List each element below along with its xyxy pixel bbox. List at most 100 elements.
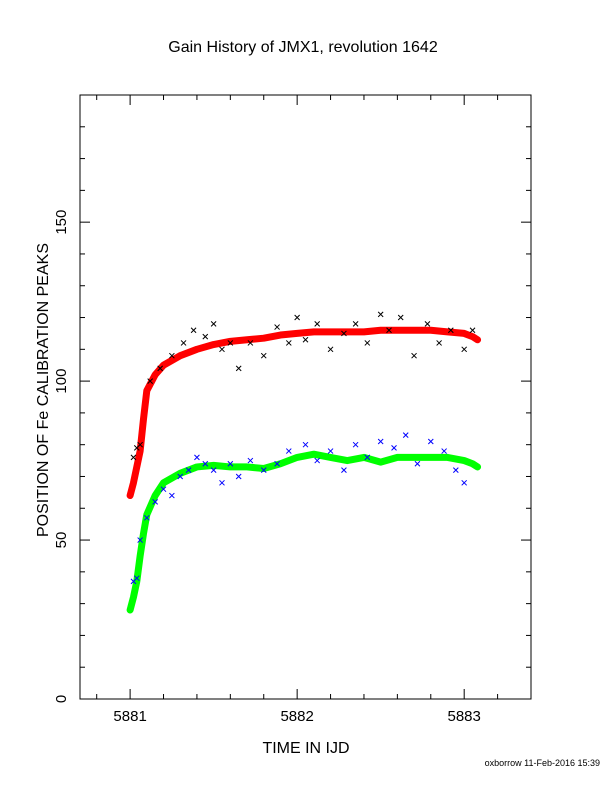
x-tick-label-5882: 5882 xyxy=(280,708,313,725)
data-point-blue xyxy=(352,441,359,448)
data-point-blue xyxy=(314,457,321,464)
data-point-green xyxy=(152,493,158,499)
data-point-black xyxy=(147,378,154,384)
data-point-blue xyxy=(260,467,267,473)
data-point-green xyxy=(177,470,183,476)
data-point-red xyxy=(294,330,300,336)
data-point-black xyxy=(190,327,197,334)
data-point-green xyxy=(137,553,143,559)
data-point-red xyxy=(261,335,267,341)
series-red-fit xyxy=(126,326,482,500)
data-point-green xyxy=(294,454,300,460)
data-point-black xyxy=(341,330,347,337)
data-point-green xyxy=(194,464,200,470)
y-tick-label-50: 50 xyxy=(53,532,70,549)
data-point-blue xyxy=(274,460,280,467)
series-black-measurements xyxy=(130,311,476,461)
data-series xyxy=(126,311,482,614)
data-point-blue xyxy=(194,454,200,461)
data-point-black xyxy=(235,365,242,372)
data-point-black xyxy=(352,321,359,327)
data-point-black xyxy=(377,311,384,318)
data-point-black xyxy=(260,352,267,359)
x-axis-label: TIME IN IJD xyxy=(262,740,349,757)
data-point-green xyxy=(130,594,136,600)
data-point-green xyxy=(475,464,481,470)
data-point-red xyxy=(177,353,183,359)
data-point-green xyxy=(444,454,450,460)
y-tick-label-0: 0 xyxy=(53,695,70,703)
data-point-blue xyxy=(152,499,159,505)
data-point-blue xyxy=(302,441,309,448)
data-point-red xyxy=(130,480,136,486)
data-point-blue xyxy=(391,445,397,451)
y-axis-label: POSITION OF Fe CALIBRATION PEAKS xyxy=(35,243,52,537)
data-point-blue xyxy=(210,467,217,473)
data-point-green xyxy=(344,458,350,464)
data-point-black xyxy=(397,314,404,321)
data-point-green xyxy=(470,461,476,467)
data-point-blue xyxy=(414,460,421,467)
data-point-blue xyxy=(364,454,371,461)
data-point-black xyxy=(364,340,371,346)
data-point-blue xyxy=(441,448,447,454)
data-point-red xyxy=(394,327,400,333)
chart-title: Gain History of JMX1, revolution 1642 xyxy=(168,39,438,56)
data-point-green xyxy=(140,531,146,537)
data-point-blue xyxy=(235,473,242,480)
data-point-black xyxy=(327,346,334,353)
data-point-green xyxy=(277,461,283,467)
data-point-green xyxy=(227,464,233,470)
data-point-red xyxy=(211,342,217,348)
data-point-red xyxy=(127,493,133,499)
data-point-blue xyxy=(185,467,192,473)
data-point-green xyxy=(134,578,140,584)
fit-curve-green xyxy=(126,450,482,614)
data-point-blue xyxy=(133,575,140,582)
data-point-blue xyxy=(227,460,234,467)
data-point-red xyxy=(461,330,467,336)
data-point-black xyxy=(411,352,417,359)
data-point-black xyxy=(202,333,209,340)
x-tick-label-5883: 5883 xyxy=(447,708,480,725)
data-point-green xyxy=(127,607,133,613)
data-point-blue xyxy=(247,457,254,464)
axis-ticks xyxy=(80,95,531,699)
data-point-green xyxy=(378,459,384,465)
data-point-blue xyxy=(219,479,225,486)
data-point-blue xyxy=(285,448,292,454)
data-point-blue xyxy=(327,448,334,454)
footer-credit: oxborrow 11-Feb-2016 15:39 xyxy=(485,758,600,768)
data-point-black xyxy=(169,352,175,359)
series-blue-measurements xyxy=(130,432,468,585)
fit-curve-red xyxy=(126,326,482,500)
data-point-red xyxy=(137,448,143,454)
data-point-black xyxy=(274,324,280,330)
y-tick-label-100: 100 xyxy=(53,369,70,394)
data-point-black xyxy=(157,365,164,372)
data-point-red xyxy=(144,388,150,394)
data-point-green xyxy=(361,454,367,460)
data-point-red xyxy=(378,327,384,333)
data-point-green xyxy=(161,480,167,486)
data-point-red xyxy=(361,329,367,335)
data-point-blue xyxy=(341,467,347,473)
data-point-blue xyxy=(452,467,459,473)
y-tick-label-150: 150 xyxy=(53,210,70,235)
data-point-red xyxy=(328,329,334,335)
data-point-green xyxy=(311,451,317,457)
data-point-red xyxy=(411,327,417,333)
data-point-black xyxy=(130,454,137,461)
data-point-green xyxy=(461,458,467,464)
data-point-black xyxy=(247,340,254,346)
data-point-green xyxy=(211,462,217,468)
data-point-green xyxy=(144,512,150,518)
data-point-red xyxy=(475,337,481,343)
plot-frame xyxy=(79,94,532,700)
data-point-red xyxy=(244,337,250,343)
data-point-red xyxy=(194,346,200,352)
data-point-black xyxy=(302,336,309,343)
data-point-blue xyxy=(143,514,150,521)
data-point-green xyxy=(328,454,334,460)
data-point-black xyxy=(227,340,234,346)
